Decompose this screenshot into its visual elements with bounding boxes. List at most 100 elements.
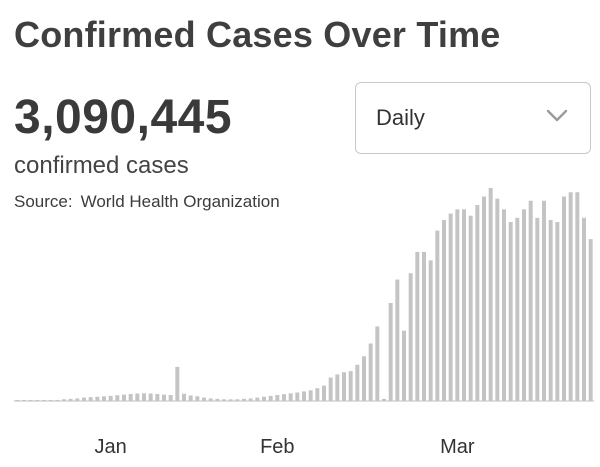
bar	[35, 399, 40, 401]
bar	[455, 209, 460, 401]
bar	[428, 260, 433, 401]
bar	[588, 239, 593, 401]
bar	[382, 398, 386, 401]
bar	[55, 399, 60, 401]
bar-series	[15, 188, 593, 402]
bar	[142, 393, 146, 401]
bar	[535, 217, 540, 401]
bar	[495, 198, 500, 401]
bar	[102, 396, 106, 401]
bar	[315, 388, 320, 401]
bar	[155, 393, 160, 401]
bar	[22, 399, 26, 401]
bar	[248, 398, 253, 401]
bar	[68, 398, 73, 401]
chevron-down-icon	[546, 109, 568, 122]
bar	[488, 188, 493, 401]
bar	[482, 196, 486, 401]
bar	[522, 209, 526, 401]
bar	[462, 209, 466, 401]
bar	[275, 395, 280, 401]
range-dropdown-value: Daily	[376, 105, 425, 130]
bar	[235, 399, 240, 401]
bar	[302, 391, 306, 401]
page-title: Confirmed Cases Over Time	[14, 14, 501, 55]
bar	[435, 230, 440, 401]
bar	[42, 399, 46, 401]
bar	[368, 343, 373, 401]
bar	[402, 330, 406, 401]
bar	[322, 385, 326, 401]
bar	[62, 399, 66, 401]
bar	[388, 303, 393, 401]
bar	[515, 217, 520, 401]
bar	[555, 222, 560, 401]
bar	[562, 196, 566, 401]
bar	[282, 394, 286, 401]
bar	[335, 374, 340, 402]
bar	[128, 393, 133, 401]
bar	[168, 395, 173, 401]
bar	[468, 215, 473, 401]
bar	[268, 395, 273, 401]
bar	[355, 364, 360, 401]
x-tick-label: Jan	[95, 436, 127, 458]
range-dropdown[interactable]: Daily	[355, 82, 591, 154]
bar	[508, 222, 513, 401]
bar	[228, 399, 233, 401]
bar	[122, 394, 126, 401]
source-name: World Health Organization	[80, 192, 280, 211]
bar	[95, 396, 100, 401]
bar	[188, 395, 193, 401]
bar	[568, 192, 573, 401]
bar	[108, 395, 113, 401]
bar	[82, 397, 86, 401]
bar	[475, 205, 480, 401]
bar	[28, 399, 33, 401]
x-tick-label: Mar	[440, 436, 475, 458]
bar	[308, 390, 313, 401]
bar	[135, 393, 140, 402]
bar	[88, 397, 93, 401]
total-cases-count: 3,090,445	[14, 91, 233, 144]
bar	[15, 399, 20, 401]
bar	[502, 209, 506, 401]
bar	[575, 192, 580, 401]
bar	[48, 399, 53, 401]
bar	[115, 395, 120, 401]
bar	[262, 396, 266, 401]
bar	[195, 396, 200, 401]
bar	[255, 397, 260, 401]
bar	[288, 393, 293, 401]
bar	[342, 372, 346, 402]
bar	[528, 200, 533, 401]
bar	[222, 399, 226, 401]
bar	[242, 398, 246, 401]
bar	[362, 356, 366, 401]
bar	[542, 200, 546, 401]
bar	[448, 213, 453, 401]
bar	[375, 326, 380, 401]
bar	[582, 217, 586, 401]
bar	[295, 392, 300, 401]
x-axis-ticks: Jan Feb Mar	[95, 436, 475, 458]
bar	[408, 273, 413, 401]
bar	[442, 219, 446, 401]
bar	[208, 398, 213, 401]
source-prefix: Source:	[14, 192, 73, 211]
bar	[348, 371, 353, 401]
bar	[548, 219, 553, 401]
bar	[148, 393, 153, 402]
bar	[422, 251, 426, 401]
bar	[328, 377, 333, 401]
bar	[75, 398, 80, 401]
bar	[182, 393, 186, 401]
bar	[175, 366, 180, 401]
bar	[202, 397, 206, 401]
total-cases-label: confirmed cases	[14, 152, 189, 179]
bar	[395, 279, 400, 401]
source-line: Source: World Health Organization	[14, 192, 280, 212]
x-tick-label: Feb	[260, 436, 294, 458]
bar	[415, 251, 420, 401]
